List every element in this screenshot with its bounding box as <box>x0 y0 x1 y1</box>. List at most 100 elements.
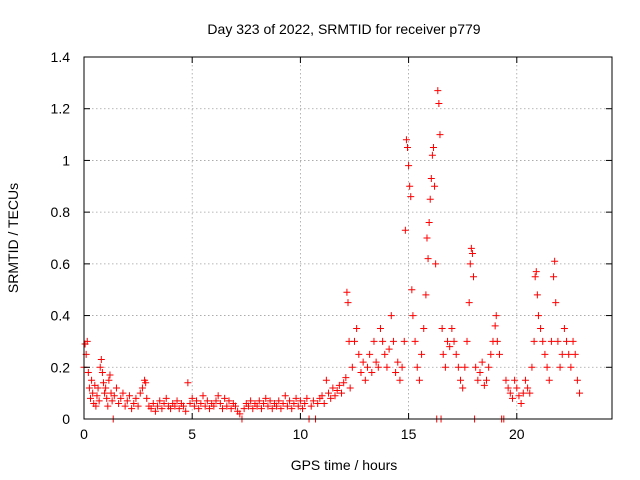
data-point <box>216 399 224 407</box>
data-point <box>361 376 369 384</box>
data-point <box>331 392 339 400</box>
data-point <box>199 392 207 400</box>
data-point <box>210 402 218 410</box>
data-point <box>372 358 380 366</box>
data-point <box>97 356 105 364</box>
data-point <box>478 358 486 366</box>
data-point <box>184 379 192 387</box>
data-point <box>426 195 434 203</box>
data-point <box>534 312 542 320</box>
y-tick-label: 0 <box>62 411 70 427</box>
data-point <box>370 337 378 345</box>
data-point <box>158 405 166 413</box>
data-point <box>457 376 465 384</box>
x-tick-label: 15 <box>401 426 417 442</box>
data-point <box>454 363 462 371</box>
data-point <box>436 131 444 139</box>
data-point <box>576 389 584 397</box>
data-point <box>459 384 467 392</box>
data-point <box>517 399 525 407</box>
data-point <box>450 337 458 345</box>
data-point <box>344 299 352 307</box>
data-point <box>428 151 436 159</box>
data-point <box>104 402 112 410</box>
data-point <box>482 376 490 384</box>
data-point <box>156 397 164 405</box>
data-point <box>431 182 439 190</box>
data-point <box>468 250 476 258</box>
data-point <box>296 397 304 405</box>
data-point <box>102 384 110 392</box>
data-point <box>88 376 96 384</box>
data-point <box>103 394 111 402</box>
data-point <box>288 405 296 413</box>
data-point <box>257 405 265 413</box>
data-point <box>422 291 430 299</box>
data-point <box>530 337 538 345</box>
y-tick-label: 0.2 <box>51 359 71 375</box>
data-point <box>188 394 196 402</box>
data-point <box>132 394 140 402</box>
data-point <box>182 407 190 415</box>
data-point <box>236 410 244 418</box>
data-point <box>487 350 495 358</box>
x-axis-ticks: 0 5 10 15 20 <box>80 57 525 442</box>
data-point <box>136 389 144 397</box>
data-point <box>273 402 281 410</box>
data-point <box>167 405 175 413</box>
data-point <box>106 371 114 379</box>
data-point <box>95 397 103 405</box>
data-point <box>408 286 416 294</box>
data-point <box>492 312 500 320</box>
data-point <box>424 255 432 263</box>
x-tick-label: 5 <box>188 426 196 442</box>
data-point <box>325 389 333 397</box>
data-point <box>281 392 289 400</box>
data-point <box>98 368 106 376</box>
data-point <box>119 389 127 397</box>
data-point <box>121 402 129 410</box>
data-point <box>427 175 435 183</box>
data-point <box>283 402 291 410</box>
chart-title: Day 323 of 2022, SRMTID for receiver p77… <box>207 21 480 37</box>
data-point <box>286 397 294 405</box>
data-point <box>551 257 559 265</box>
data-point <box>162 394 170 402</box>
data-point <box>541 350 549 358</box>
data-point <box>389 337 397 345</box>
data-point <box>333 387 341 395</box>
data-point <box>374 363 382 371</box>
data-point <box>314 399 322 407</box>
data-point <box>526 389 534 397</box>
data-point <box>94 384 102 392</box>
data-point <box>309 397 317 405</box>
data-point <box>465 299 473 307</box>
data-point <box>89 389 97 397</box>
data-point <box>491 322 499 330</box>
data-point <box>415 376 423 384</box>
data-point <box>528 363 536 371</box>
data-point <box>130 399 138 407</box>
data-point <box>558 350 566 358</box>
data-point <box>543 363 551 371</box>
data-point <box>115 399 123 407</box>
data-point <box>363 363 371 371</box>
data-point <box>266 397 274 405</box>
data-point <box>175 405 183 413</box>
data-point <box>292 394 300 402</box>
data-point <box>470 273 478 281</box>
data-point <box>511 376 519 384</box>
data-point <box>255 397 263 405</box>
data-point <box>99 379 107 387</box>
data-point <box>381 350 389 358</box>
data-point <box>515 392 523 400</box>
data-point <box>290 399 298 407</box>
data-point <box>123 397 131 405</box>
data-point <box>203 397 211 405</box>
data-point <box>93 392 101 400</box>
data-point <box>435 100 443 108</box>
data-point <box>125 392 133 400</box>
data-point <box>112 384 120 392</box>
data-point <box>569 337 577 345</box>
